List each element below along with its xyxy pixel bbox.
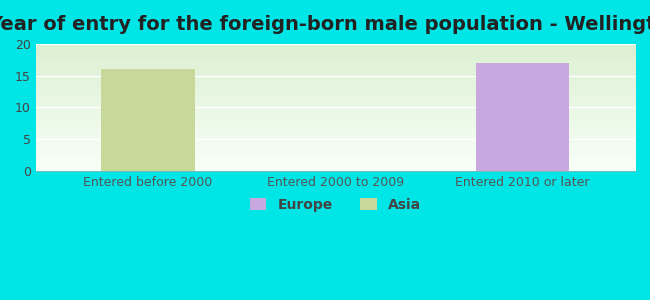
Bar xyxy=(101,69,195,171)
Legend: Europe, Asia: Europe, Asia xyxy=(244,192,427,217)
Title: Year of entry for the foreign-born male population - Wellington: Year of entry for the foreign-born male … xyxy=(0,15,650,34)
Bar xyxy=(476,63,569,171)
